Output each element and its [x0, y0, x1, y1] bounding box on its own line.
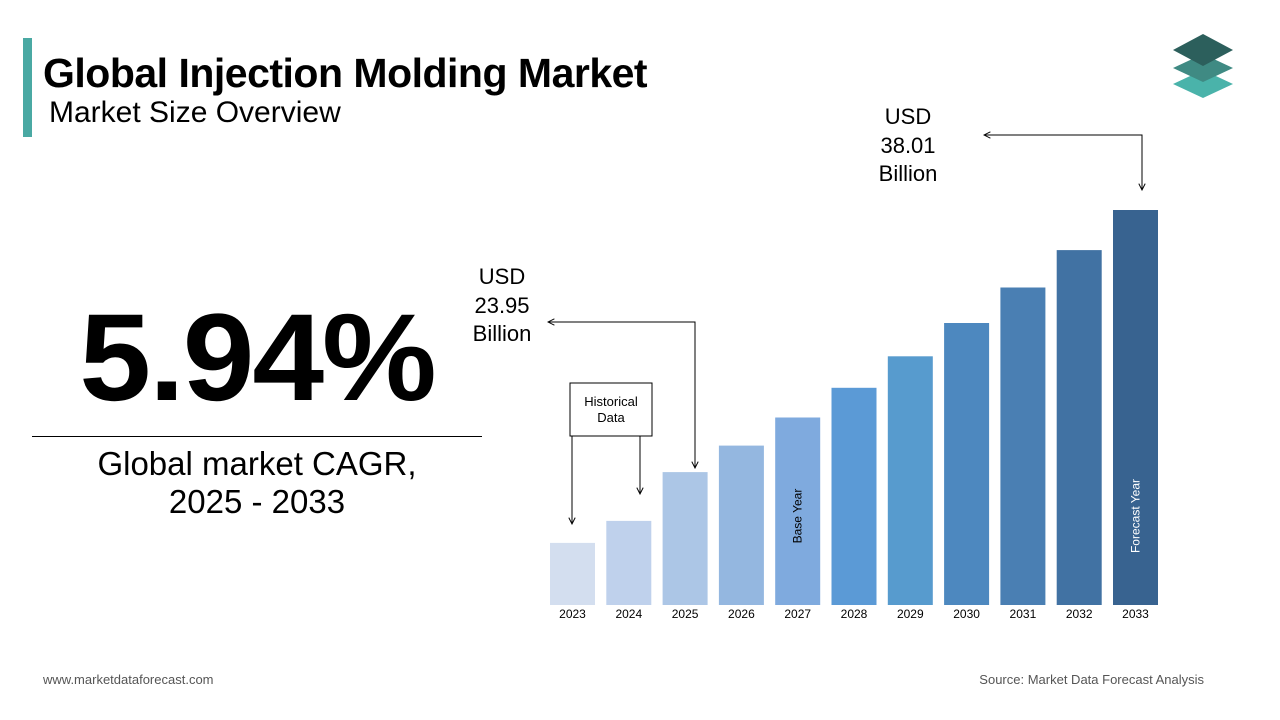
bar-2029 [887, 356, 933, 605]
x-tick-label-2026: 2026 [728, 607, 755, 621]
x-tick-label-2033: 2033 [1122, 607, 1149, 621]
logo-layer-middle [1173, 54, 1233, 82]
bar-2030 [944, 323, 990, 605]
cagr-label: Global market CAGR, 2025 - 2033 [32, 445, 482, 521]
x-tick-label-2029: 2029 [897, 607, 924, 621]
page-title: Global Injection Molding Market [43, 50, 648, 96]
x-tick-label-2031: 2031 [1010, 607, 1037, 621]
bar-2026 [718, 445, 764, 605]
bar-2032 [1056, 250, 1102, 605]
bar-2024 [606, 520, 652, 605]
page-subtitle: Market Size Overview [49, 96, 341, 129]
x-tick-label-2024: 2024 [615, 607, 642, 621]
x-tick-label-2032: 2032 [1066, 607, 1093, 621]
x-tick-label-2023: 2023 [559, 607, 586, 621]
bar-2027 [775, 417, 821, 605]
bar-label-2033: Forecast Year [1129, 479, 1143, 553]
callout-2033-line3: Billion [879, 161, 938, 186]
callout-2025-line3: Billion [473, 321, 532, 346]
historical-data-label-line1: Historical [584, 394, 638, 409]
logo-layer-bottom [1173, 70, 1233, 98]
footer-website: www.marketdataforecast.com [43, 672, 214, 687]
x-tick-label-2025: 2025 [672, 607, 699, 621]
x-tick-label-2028: 2028 [841, 607, 868, 621]
callout-2025-arrow [548, 322, 695, 468]
stacked-layers-logo-icon [1173, 34, 1233, 98]
title-accent-bar [23, 38, 32, 137]
callout-2033-arrow [984, 135, 1142, 190]
cagr-label-line2: 2025 - 2033 [168, 483, 346, 520]
cagr-value: 5.94% [79, 289, 436, 427]
callout-2025-line1: USD [479, 264, 525, 289]
callout-2033-line1: USD [885, 104, 931, 129]
footer-source: Source: Market Data Forecast Analysis [979, 672, 1204, 687]
cagr-divider [32, 436, 482, 437]
historical-data-label-line2: Data [597, 410, 625, 425]
bar-2031 [1000, 287, 1046, 605]
bar-2028 [831, 387, 877, 605]
bar-label-2027: Base Year [791, 489, 805, 544]
x-tick-label-2030: 2030 [953, 607, 980, 621]
cagr-label-line1: Global market CAGR, [97, 445, 417, 482]
bar-2033 [1113, 210, 1158, 605]
logo-layer-top [1173, 34, 1233, 66]
bar-2023 [550, 542, 595, 605]
x-tick-label-2027: 2027 [784, 607, 811, 621]
callout-2033-line2: 38.01 [880, 133, 935, 158]
callout-2025-line2: 23.95 [474, 293, 529, 318]
bar-2025 [662, 472, 708, 605]
